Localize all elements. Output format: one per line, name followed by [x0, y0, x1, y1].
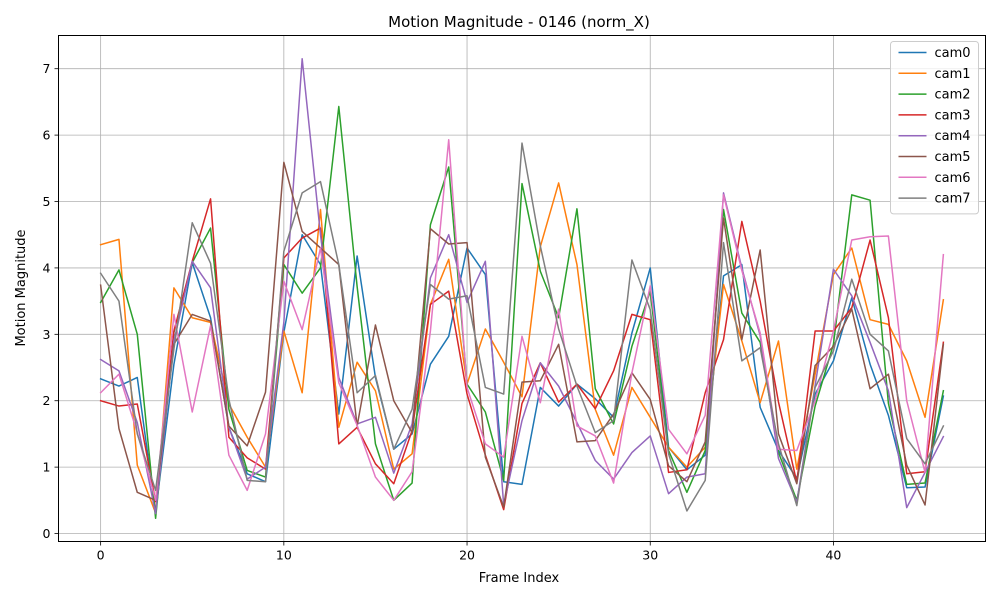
- legend-label-cam2: cam2: [935, 88, 971, 103]
- x-tick-label: 30: [642, 548, 658, 563]
- grid: [58, 35, 986, 542]
- series-lines: [99, 57, 945, 520]
- y-tick-label: 1: [43, 460, 51, 475]
- legend-box: [890, 41, 979, 215]
- legend-label-cam3: cam3: [935, 108, 971, 123]
- series-line-cam6: [99, 139, 945, 502]
- x-tick-label: 40: [825, 548, 841, 563]
- legend: cam0 cam1 cam2 cam3 cam4 cam5 cam6 cam7: [890, 41, 979, 215]
- plot-area-frame: [58, 35, 986, 542]
- x-axis-label: Frame Index: [479, 571, 560, 586]
- series-line-cam7: [99, 142, 945, 512]
- y-tick-label: 6: [43, 128, 51, 143]
- y-axis-label: Motion Magnitude: [14, 229, 29, 346]
- x-tick-label: 10: [276, 548, 292, 563]
- x-axis-ticks: 0 10 20 30 40: [97, 541, 841, 563]
- y-tick-label: 4: [43, 260, 51, 275]
- series-line-cam5: [99, 161, 945, 508]
- y-axis-ticks: 0 1 2 3 4 5 6 7: [43, 61, 59, 541]
- y-tick-label: 2: [43, 393, 51, 408]
- x-tick-label: 20: [459, 548, 475, 563]
- y-tick-label: 5: [43, 194, 51, 209]
- legend-label-cam4: cam4: [935, 129, 971, 144]
- chart-title: Motion Magnitude - 0146 (norm_X): [388, 13, 650, 32]
- series-line-cam0: [99, 233, 945, 514]
- legend-label-cam1: cam1: [935, 67, 971, 82]
- legend-label-cam6: cam6: [935, 171, 971, 186]
- y-tick-label: 0: [43, 526, 51, 541]
- legend-label-cam0: cam0: [935, 46, 971, 61]
- x-tick-label: 0: [97, 548, 105, 563]
- y-tick-label: 3: [43, 327, 51, 342]
- y-tick-label: 7: [43, 61, 51, 76]
- legend-label-cam7: cam7: [935, 192, 971, 207]
- legend-label-cam5: cam5: [935, 150, 971, 165]
